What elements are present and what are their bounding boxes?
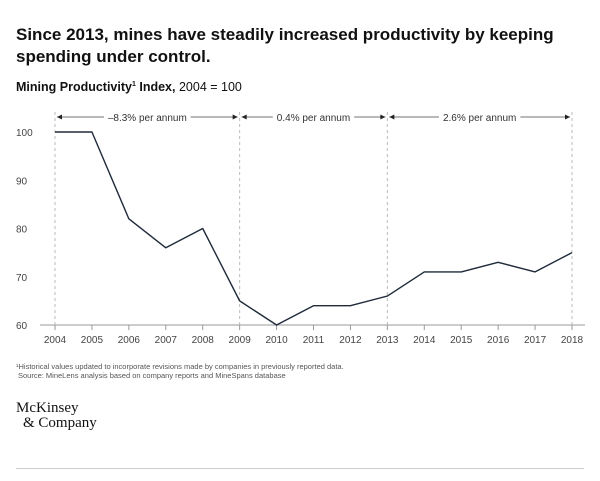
- subtitle-rest: 2004 = 100: [175, 80, 242, 94]
- source-note: Source: MineLens analysis based on compa…: [18, 371, 286, 380]
- x-tick-label: 2009: [229, 335, 252, 346]
- arrow-right-icon: [380, 114, 386, 120]
- x-tick-label: 2008: [192, 335, 215, 346]
- subtitle-bold: Mining Productivity: [16, 80, 132, 94]
- x-tick-label: 2016: [487, 335, 510, 346]
- x-tick-label: 2011: [303, 335, 325, 346]
- y-tick-label: 90: [16, 176, 28, 187]
- y-tick-label: 80: [16, 225, 28, 236]
- x-tick-label: 2010: [265, 335, 288, 346]
- footnote: ¹Historical values updated to incorporat…: [16, 362, 344, 371]
- mckinsey-logo: McKinsey & Company: [16, 401, 97, 431]
- x-tick-label: 2007: [155, 335, 178, 346]
- x-tick-label: 2014: [413, 335, 436, 346]
- y-tick-label: 70: [16, 273, 28, 284]
- y-tick-label: 60: [16, 321, 28, 332]
- x-tick-label: 2017: [524, 335, 547, 346]
- footnotes: ¹Historical values updated to incorporat…: [16, 362, 344, 380]
- line-chart: –8.3% per annum 0.4% per annum 2.6% per an…: [16, 112, 585, 346]
- x-tick-label: 2004: [44, 335, 67, 346]
- annotation-label: 0.4% per annum: [277, 113, 350, 124]
- x-tick-label: 2005: [81, 335, 104, 346]
- subtitle-bold-2: Index,: [135, 80, 176, 94]
- annotation-label: 2.6% per annum: [443, 113, 516, 124]
- productivity-series-line: [55, 131, 573, 326]
- arrow-left-icon: [241, 114, 247, 120]
- chart-title: Since 2013, mines have steadily increase…: [16, 25, 554, 66]
- arrow-right-icon: [565, 114, 570, 120]
- x-tick-label: 2006: [118, 335, 141, 346]
- x-tick-label: 2012: [339, 335, 362, 346]
- logo-line-2: & Company: [23, 415, 97, 431]
- x-tick-label: 2013: [376, 335, 399, 346]
- x-tick-label: 2018: [561, 335, 584, 346]
- annotation-label: –8.3% per annum: [108, 113, 187, 124]
- arrow-left-icon: [389, 114, 395, 120]
- logo-line-1: McKinsey: [16, 400, 79, 416]
- arrow-left-icon: [57, 114, 62, 120]
- bottom-divider: [16, 468, 584, 469]
- arrow-right-icon: [232, 114, 238, 120]
- x-tick-label: 2015: [450, 335, 473, 346]
- chart-subtitle: Mining Productivity1 Index, 2004 = 100: [16, 80, 242, 94]
- y-tick-label: 100: [16, 128, 33, 139]
- subtitle-footnote-mark: 1: [131, 80, 136, 88]
